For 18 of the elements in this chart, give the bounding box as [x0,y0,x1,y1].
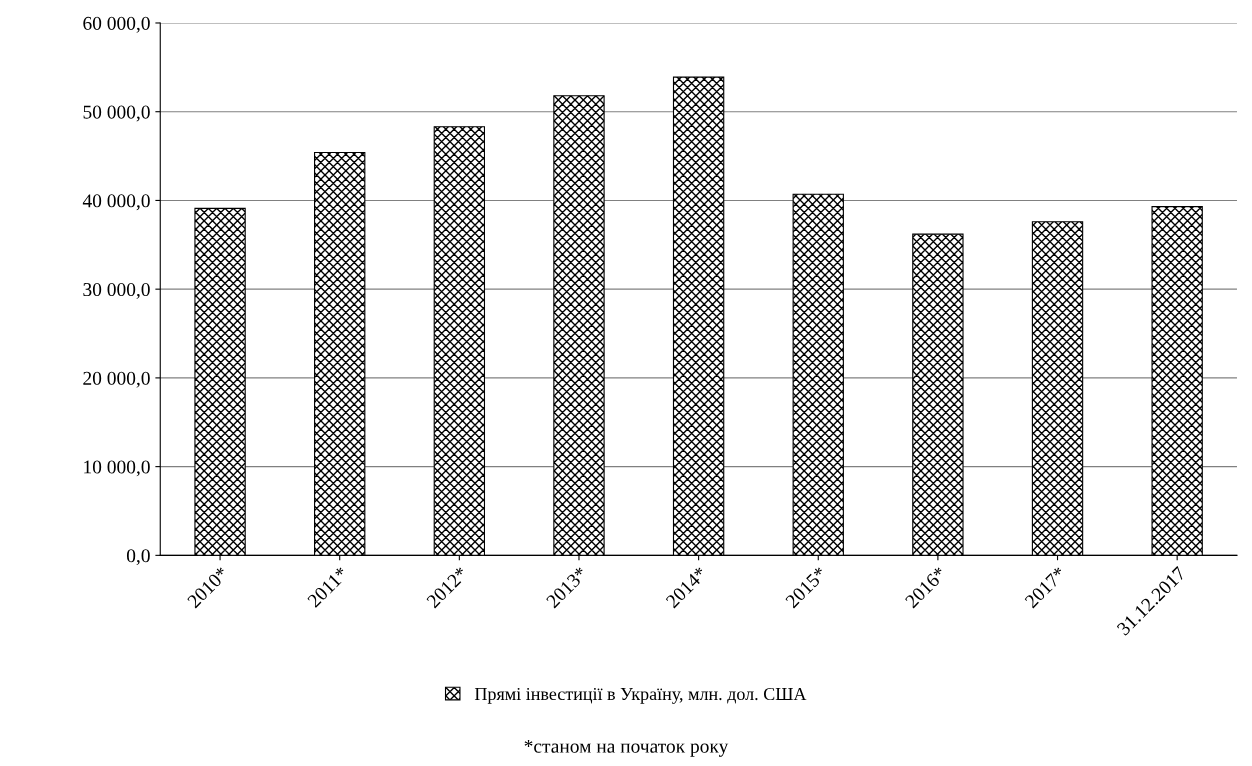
y-tick-label: 40 000,0 [82,194,150,211]
bar [912,233,964,556]
bar [553,95,605,556]
y-tick-label: 20 000,0 [83,371,150,388]
bar [1151,206,1203,556]
bar [194,207,246,556]
y-tick-label: 0,0 [126,549,150,566]
legend-label: Прямі інвестиції в Україну, млн. дол. США [474,687,807,704]
y-tick-label: 10 000,0 [84,460,150,477]
y-tick-label: 60 000,0 [83,16,150,33]
bar [792,193,844,556]
bar [672,76,725,556]
bar [433,126,486,556]
y-tick-label: 50 000,0 [83,105,150,122]
bar [314,151,366,556]
text: *станом на початок року [524,739,729,757]
y-tick-label: 30 000,0 [83,282,150,299]
bar [1031,221,1084,556]
